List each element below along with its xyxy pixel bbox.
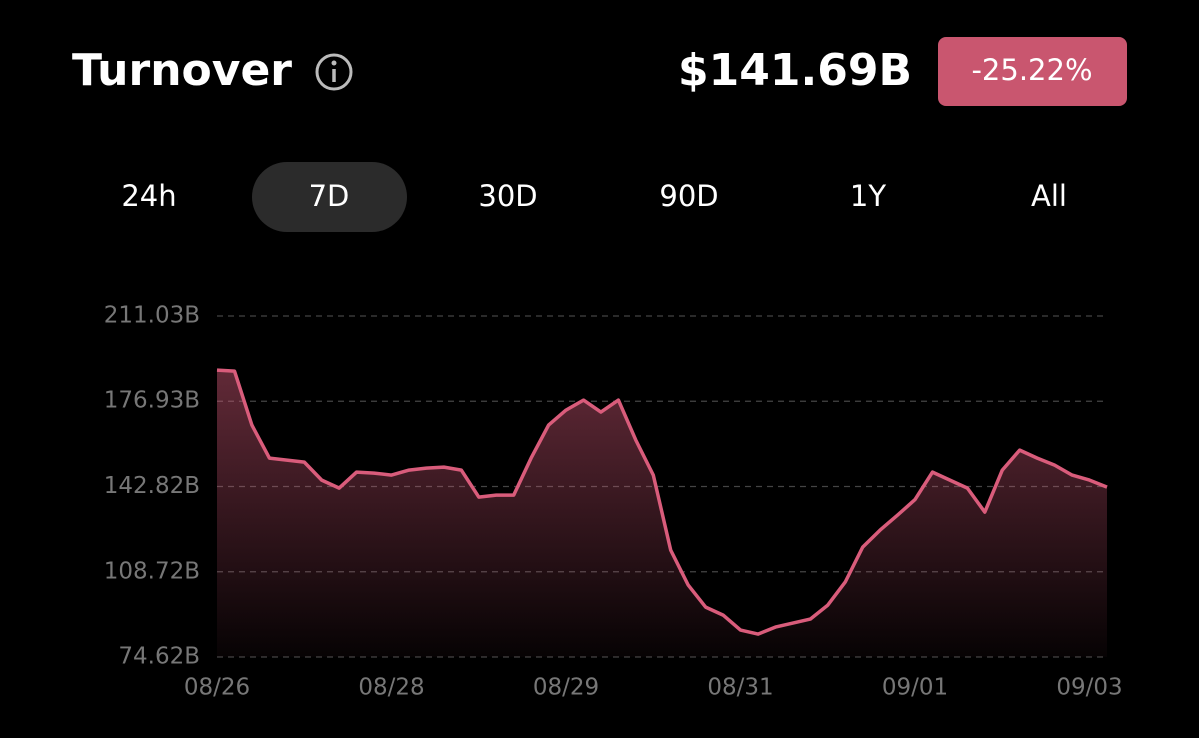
x-tick-label: 08/29 <box>533 675 599 701</box>
info-icon[interactable] <box>315 53 353 91</box>
y-tick-label: 176.93B <box>104 388 200 414</box>
y-tick-label: 74.62B <box>118 644 200 670</box>
y-tick-label: 211.03B <box>104 303 200 329</box>
x-tick-label: 08/31 <box>707 675 773 701</box>
tab[interactable]: 7D <box>309 179 350 213</box>
y-tick-label: 108.72B <box>104 558 200 584</box>
tab-bar: 24h 7D 30D 90D 1Y All <box>121 162 1067 232</box>
change-value: -25.22% <box>971 53 1092 87</box>
x-tick-label: 08/28 <box>358 675 424 701</box>
tab[interactable]: All <box>1031 179 1067 213</box>
change-badge <box>938 37 1127 106</box>
x-tick-label: 09/03 <box>1056 675 1122 701</box>
tab[interactable]: 1Y <box>850 179 886 213</box>
tab[interactable]: 90D <box>659 179 718 213</box>
tab[interactable]: 30D <box>478 179 537 213</box>
chart: 74.62B 108.72B 142.82B 176.93B 211.03B 08/26 0… <box>104 303 1123 701</box>
line <box>216 368 1108 636</box>
x-tick-label: 08/26 <box>184 675 250 701</box>
title: Turnover <box>72 45 292 96</box>
tab[interactable]: 24h <box>121 179 176 213</box>
y-tick-label: 142.82B <box>104 473 200 499</box>
tab-active-pill <box>252 162 407 232</box>
x-tick-label: 09/01 <box>882 675 948 701</box>
turnover-value: $141.69B <box>678 45 912 96</box>
